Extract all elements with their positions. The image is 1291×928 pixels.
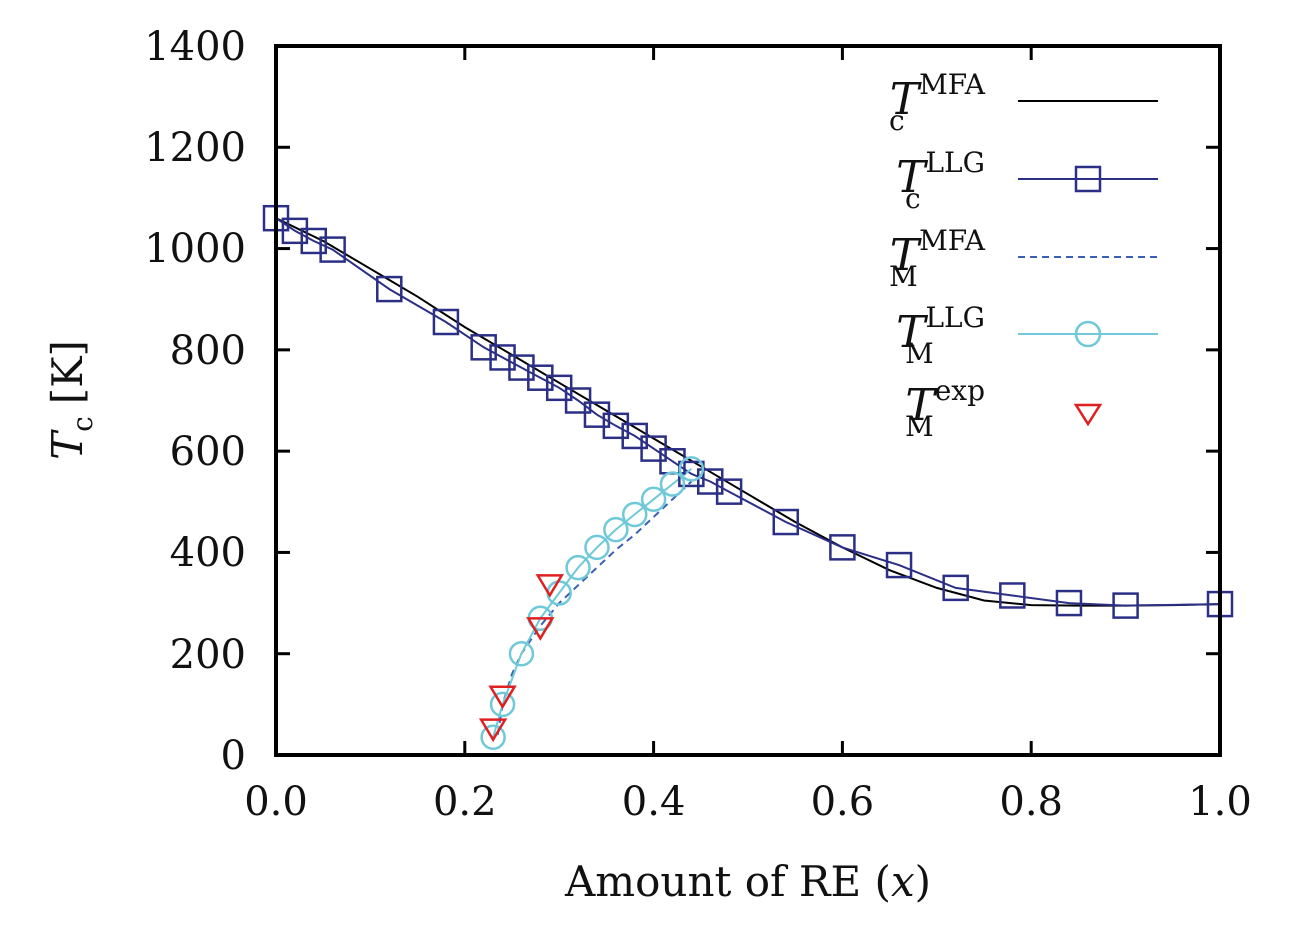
series-3-point	[565, 554, 591, 581]
legend: TMFA c TLLG c TMFA M TLLG M Texp M	[889, 68, 1158, 443]
plot-markers	[262, 204, 1234, 751]
legend-label: TMFA M	[889, 224, 986, 293]
legend-item-tm-llg: TLLG M	[896, 301, 1158, 370]
series-1-point	[376, 275, 403, 303]
series-1-point	[829, 534, 856, 561]
series-1-point	[1055, 589, 1083, 617]
series-4-point	[488, 685, 517, 710]
series-1-point	[300, 227, 328, 255]
legend-marker-circle	[1074, 320, 1102, 348]
y-tick-label: 600	[170, 429, 246, 475]
legend-label: TLLG c	[896, 146, 985, 215]
y-tick-label: 1000	[144, 226, 246, 272]
x-tick-label: 0.0	[244, 779, 308, 825]
y-axis-title: Tc[K]	[43, 340, 99, 460]
x-tick-label: 0.2	[433, 779, 497, 825]
x-axis-title: Amount of RE (x)	[564, 857, 931, 906]
series-1-point	[772, 508, 800, 536]
series-4-point	[535, 574, 564, 598]
series-1-point	[715, 478, 743, 505]
series-1-point	[470, 334, 497, 361]
legend-item-tm-exp: Texp M	[905, 374, 1103, 443]
y-tick-label: 400	[170, 530, 246, 576]
series-2-line	[496, 480, 693, 735]
series-1-point	[281, 217, 309, 245]
series-1-point	[942, 574, 969, 602]
axis-ticks	[274, 44, 1222, 757]
series-3-point	[480, 724, 506, 751]
series-3-point	[603, 516, 629, 543]
series-1-point	[602, 412, 630, 440]
legend-label: TLLG M	[896, 301, 985, 370]
series-3-point	[678, 456, 705, 482]
series-1-point	[564, 387, 592, 414]
y-tick-labels: 0 200 400 600 800 1000 1200 1400	[144, 24, 246, 779]
series-3-point	[621, 501, 648, 528]
y-tick-label: 1400	[144, 24, 246, 70]
series-1-point	[432, 308, 460, 336]
legend-label: TMFA c	[889, 68, 986, 137]
series-4-point	[478, 718, 508, 743]
y-tick-label: 0	[221, 733, 246, 779]
series-1-point	[489, 344, 516, 371]
series-3-point	[584, 534, 610, 561]
y-tick-label: 800	[170, 328, 246, 374]
plot-frame	[274, 44, 1222, 757]
series-3-point	[640, 486, 667, 513]
legend-marker-square	[1074, 165, 1102, 193]
series-4-point	[526, 617, 555, 641]
x-tick-label: 0.8	[999, 779, 1063, 825]
legend-item-tc-llg: TLLG c	[896, 146, 1158, 215]
plot-lines	[275, 217, 1221, 738]
series-3-point	[659, 471, 686, 497]
series-1-point	[885, 551, 913, 579]
series-1-point	[1112, 592, 1139, 619]
series-0-line	[275, 217, 1221, 607]
x-tick-label: 1.0	[1188, 779, 1252, 825]
y-tick-label: 200	[170, 632, 246, 678]
series-1-point	[319, 236, 346, 263]
legend-item-tc-mfa: TMFA c	[889, 68, 1158, 137]
series-1-line	[275, 217, 1221, 607]
legend-marker-triangle	[1073, 403, 1103, 427]
x-tick-labels: 0.0 0.2 0.4 0.6 0.8 1.0	[244, 779, 1252, 825]
series-3-line	[492, 468, 693, 738]
series-3-point	[508, 640, 535, 667]
series-3-point	[489, 691, 516, 718]
x-tick-label: 0.4	[622, 779, 686, 825]
series-1-point	[696, 468, 724, 495]
series-1-point	[508, 354, 535, 381]
x-tick-label: 0.6	[811, 779, 875, 825]
y-tick-label: 1200	[144, 125, 246, 171]
legend-label: Texp M	[905, 374, 985, 443]
legend-item-tm-mfa: TMFA M	[889, 224, 1158, 293]
series-1-point	[999, 582, 1026, 609]
series-1-point	[527, 364, 554, 391]
